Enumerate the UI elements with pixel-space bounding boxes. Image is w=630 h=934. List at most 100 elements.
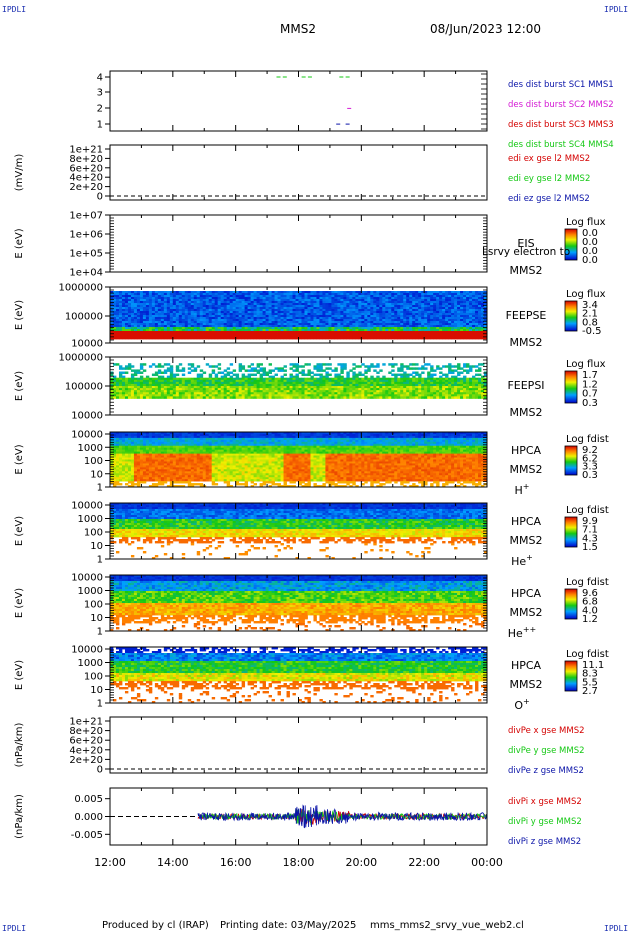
spectrogram-cell (163, 323, 168, 326)
spectrogram-cell (226, 307, 231, 310)
spectrogram-cell (301, 321, 305, 324)
spectrogram-cell (484, 321, 488, 324)
spectrogram-cell (379, 315, 383, 318)
spectrogram-cell (460, 371, 464, 374)
spectrogram-cell (112, 335, 117, 338)
spectrogram-cell (220, 299, 225, 302)
spectrogram-cell (160, 323, 165, 326)
spectrogram-cell (484, 307, 488, 310)
spectrogram-cell (112, 291, 117, 294)
spectrogram-cell (400, 331, 404, 334)
spectrogram-cell (364, 396, 368, 399)
spectrogram-cell (220, 313, 225, 316)
spectrogram-cell (157, 377, 162, 381)
spectrogram-cell (199, 317, 204, 320)
spectrogram-cell (268, 335, 272, 338)
spectrogram-cell (478, 301, 482, 304)
spectrogram-cell (439, 319, 443, 322)
spectrogram-cell (361, 295, 365, 298)
spectrogram-cell (379, 301, 383, 304)
spectrogram-cell (193, 299, 198, 302)
spectrogram-cell (211, 305, 216, 308)
spectrogram-cell (235, 307, 240, 310)
spectrogram-cell (352, 331, 356, 334)
spectrogram-cell (442, 315, 446, 318)
spectrogram-cell (274, 291, 278, 294)
spectrogram-cell (142, 394, 147, 397)
spectrogram-cell (223, 315, 228, 318)
spectrogram-cell (442, 301, 446, 304)
spectrogram-cell (295, 305, 299, 308)
spectrogram-cell (262, 297, 266, 300)
spectrogram-cell (307, 325, 311, 328)
spectrogram-cell (118, 381, 123, 385)
spectrogram-cell (343, 321, 347, 324)
spectrogram-cell (376, 317, 380, 320)
spectrogram-cell (127, 363, 132, 366)
spectrogram-cell (208, 297, 213, 300)
spectrogram-cell (370, 325, 374, 328)
spectrogram-cell (289, 301, 293, 304)
spectrogram-cell (301, 291, 305, 294)
spectrogram-cell (343, 295, 347, 298)
spectrogram-cell (115, 386, 120, 389)
spectrogram-cell (331, 323, 335, 326)
spectrogram-cell (412, 297, 416, 300)
spectrogram-cell (433, 369, 437, 372)
spectrogram-cell (217, 311, 222, 314)
spectrogram-cell (208, 325, 213, 328)
spectrogram-cell (352, 297, 356, 300)
spectrogram-cell (229, 307, 234, 310)
spectrogram-cell (280, 317, 284, 320)
spectrogram-cell (295, 291, 299, 294)
spectrogram-cell (187, 329, 192, 332)
spectrogram-cell (370, 329, 374, 332)
spectrogram-cell (214, 396, 219, 399)
spectrogram-cell (319, 327, 323, 330)
spectrogram-cell (445, 335, 449, 338)
spectrogram-cell (370, 321, 374, 324)
spectrogram-cell (247, 303, 252, 306)
spectrogram-cell (238, 396, 243, 399)
spectrogram-cell (154, 301, 159, 304)
spectrogram-cell (178, 329, 183, 332)
spectrogram-cell (466, 299, 470, 302)
spectrogram-cell (478, 373, 482, 377)
spectrogram-cell (373, 291, 377, 294)
spectrogram-cell (247, 329, 252, 332)
spectrogram-cell (190, 323, 195, 326)
spectrogram-cell (235, 396, 240, 399)
spectrogram-cell (451, 321, 455, 324)
spectrogram-cell (391, 335, 395, 338)
spectrogram-cell (289, 331, 293, 334)
spectrogram-cell (172, 377, 177, 381)
spectrogram-cell (325, 299, 329, 302)
spectrogram-cell (427, 315, 431, 318)
spectrogram-cell (319, 333, 323, 336)
spectrogram-cell (145, 315, 150, 318)
spectrogram-cell (277, 396, 281, 399)
spectrogram-cell (160, 319, 165, 322)
corner-label-bottom-left: IPDLI (2, 924, 27, 933)
spectrogram-cell (112, 383, 117, 387)
spectrogram-cell (148, 301, 153, 304)
spectrogram-cell (133, 325, 138, 328)
spectrogram-cell (166, 396, 171, 399)
spectrogram-cell (271, 293, 275, 296)
spectrogram-cell (439, 309, 443, 312)
spectrogram-cell (187, 305, 192, 308)
spectrogram-cell (172, 375, 177, 379)
spectrogram-cell (181, 321, 186, 324)
spectrogram-cell (373, 325, 377, 328)
spectrogram-cell (355, 319, 359, 322)
spectrogram-cell (202, 305, 207, 308)
spectrogram-cell (214, 327, 219, 330)
spectrogram-cell (223, 327, 228, 330)
spectrogram-cell (256, 303, 260, 306)
spectrogram-cell (154, 305, 159, 308)
spectrogram-cell (481, 315, 485, 318)
spectrogram-cell (448, 315, 452, 318)
spectrogram-cell (364, 325, 368, 328)
spectrogram-cell (110, 325, 114, 328)
spectrogram-cell (448, 311, 452, 314)
